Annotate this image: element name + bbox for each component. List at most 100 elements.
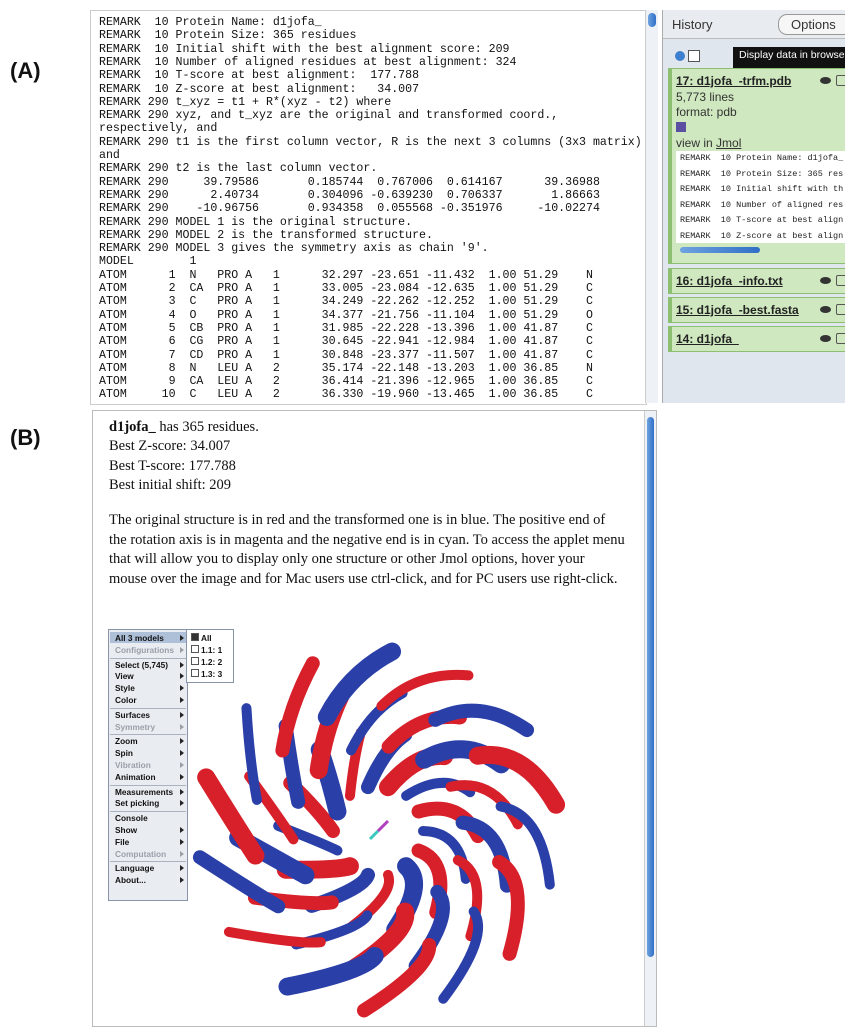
- view-in: view in Jmol: [676, 136, 741, 150]
- pdb-line: REMARK 10 Protein Size: 365 residues: [99, 29, 356, 42]
- pdb-line: REMARK 290 t_xyz = t1 + R*(xyz - t2) whe…: [99, 96, 391, 109]
- scroll-thumb[interactable]: [647, 417, 654, 957]
- menu-item[interactable]: View: [115, 671, 134, 681]
- paragraph-line: that will allow you to display only one …: [109, 551, 585, 568]
- pdb-line: and: [99, 149, 120, 162]
- dataset-name[interactable]: 14: d1jofa_: [676, 332, 739, 346]
- menu-item: Vibration: [115, 760, 151, 770]
- pdb-line: ATOM 1 N PRO A 1 32.297 -23.651 -11.432 …: [99, 269, 593, 282]
- delete-icon[interactable]: [836, 333, 845, 344]
- pdb-line: REMARK 290 xyz, and t_xyz are the origin…: [99, 109, 558, 122]
- menu-item[interactable]: Language: [115, 863, 154, 873]
- menu-arrow: [180, 712, 184, 718]
- view-icon[interactable]: [820, 306, 831, 313]
- menu-item[interactable]: File: [115, 837, 129, 847]
- menu-arrow: [180, 685, 184, 691]
- pdb-line: ATOM 4 O PRO A 1 34.377 -21.756 -11.104 …: [99, 309, 593, 322]
- pdb-line: REMARK 290 MODEL 2 is the transformed st…: [99, 229, 433, 242]
- menu-arrow: [180, 738, 184, 744]
- history-item[interactable]: 15: d1jofa_-best.fasta: [668, 297, 845, 323]
- menu-item[interactable]: Console: [115, 813, 148, 823]
- pdb-line: ATOM 5 CB PRO A 1 31.985 -22.228 -13.396…: [99, 322, 593, 335]
- jmol-link[interactable]: Jmol: [716, 136, 741, 150]
- menu-item[interactable]: All 3 models: [115, 633, 164, 643]
- menu-arrow: [180, 877, 184, 883]
- ribbon: [246, 708, 256, 800]
- pdb-line: ATOM 10 C LEU A 2 36.330 -19.960 -13.465…: [99, 388, 593, 401]
- menu-item[interactable]: Style: [115, 683, 135, 693]
- delete-icon[interactable]: [836, 275, 845, 286]
- save-icon[interactable]: [676, 122, 686, 132]
- format: format: pdb: [676, 105, 737, 119]
- pdb-line: REMARK 10 Number of aligned residues at …: [99, 56, 516, 69]
- menu-separator: [110, 734, 186, 735]
- menu-item[interactable]: About...: [115, 875, 146, 885]
- score: Best Z-score: 34.007: [109, 438, 230, 455]
- view-icon[interactable]: [820, 335, 831, 342]
- score: Best initial shift: 209: [109, 477, 231, 494]
- menu-arrow: [180, 697, 184, 703]
- menu-arrow: [180, 800, 184, 806]
- menu-item[interactable]: Animation: [115, 772, 156, 782]
- submenu-item[interactable]: 1.1: 1: [191, 645, 222, 655]
- menu-arrow: [180, 827, 184, 833]
- submenu: All 1.1: 1 1.2: 2 1.3: 3: [186, 629, 234, 683]
- submenu-item[interactable]: 1.3: 3: [191, 669, 222, 679]
- submenu-item[interactable]: All: [191, 633, 212, 643]
- panel-label: (B): [10, 425, 41, 451]
- menu-arrow: [180, 762, 184, 768]
- menu-item[interactable]: Surfaces: [115, 710, 150, 720]
- ribbon: [200, 857, 278, 906]
- menu-item[interactable]: Measurements: [115, 787, 173, 797]
- menu-item[interactable]: Zoom: [115, 736, 138, 746]
- menu-arrow: [180, 839, 184, 845]
- menu-arrow: [180, 750, 184, 756]
- menu-separator: [110, 708, 186, 709]
- menu-item[interactable]: Select (5,745): [115, 660, 168, 670]
- delete-icon[interactable]: [836, 75, 845, 86]
- menu-item[interactable]: Set picking: [115, 798, 159, 808]
- ribbon: [435, 711, 527, 730]
- menu-item[interactable]: Show: [115, 825, 137, 835]
- checkbox: [191, 657, 199, 665]
- checkbox: [191, 669, 199, 677]
- pdb-line: REMARK 290 2.40734 0.304096 -0.639230 0.…: [99, 189, 600, 202]
- scrollbar[interactable]: [644, 411, 656, 1026]
- pdb-line: REMARK 10 Initial shift with the best al…: [99, 43, 510, 56]
- history-item[interactable]: 16: d1jofa_-info.txt: [668, 268, 845, 294]
- view-icon[interactable]: [820, 277, 831, 284]
- menu-separator: [110, 861, 186, 862]
- dataset-name[interactable]: 17: d1jofa_-trfm.pdb: [676, 74, 791, 88]
- menu-item[interactable]: Spin: [115, 748, 133, 758]
- submenu-item[interactable]: 1.2: 2: [191, 657, 222, 667]
- pdb-viewer: REMARK 10 Protein Name: d1jofa_REMARK 10…: [90, 10, 647, 405]
- menu-arrow: [180, 662, 184, 668]
- view-icon[interactable]: [820, 77, 831, 84]
- line-count: 5,773 lines: [676, 90, 734, 104]
- menu-arrow: [180, 789, 184, 795]
- peek: REMARK 10 Protein Name: d1jofa_REMARK 10…: [676, 151, 845, 243]
- pdb-line: REMARK 290 t1 is the first column vector…: [99, 136, 642, 149]
- panel-label: (A): [10, 58, 41, 84]
- peek-scroll[interactable]: [680, 247, 760, 253]
- menu-arrow: [180, 635, 184, 641]
- peek-line: REMARK 10 T-score at best align: [680, 213, 843, 229]
- ribbon: [282, 663, 312, 750]
- peek-line: REMARK 10 Protein Size: 365 res: [680, 167, 843, 183]
- pdb-line: REMARK 290 -10.96756 0.934358 0.055568 -…: [99, 202, 600, 215]
- menu-item[interactable]: Color: [115, 695, 137, 705]
- pdb-line: REMARK 290 MODEL 3 gives the symmetry ax…: [99, 242, 489, 255]
- menu-arrow: [180, 851, 184, 857]
- delete-icon[interactable]: [836, 304, 845, 315]
- pdb-line: REMARK 290 39.79586 0.185744 0.767006 0.…: [99, 176, 600, 189]
- submenu-label: 1.3: 3: [201, 669, 222, 679]
- pdb-line: REMARK 10 Protein Name: d1jofa_: [99, 16, 322, 29]
- scrollbar[interactable]: [645, 10, 658, 403]
- scroll-thumb[interactable]: [648, 13, 656, 27]
- dataset-name[interactable]: 16: d1jofa_-info.txt: [676, 274, 783, 288]
- pdb-line: MODEL 1: [99, 255, 196, 268]
- history-item[interactable]: 14: d1jofa_: [668, 326, 845, 352]
- dataset-name[interactable]: 15: d1jofa_-best.fasta: [676, 303, 799, 317]
